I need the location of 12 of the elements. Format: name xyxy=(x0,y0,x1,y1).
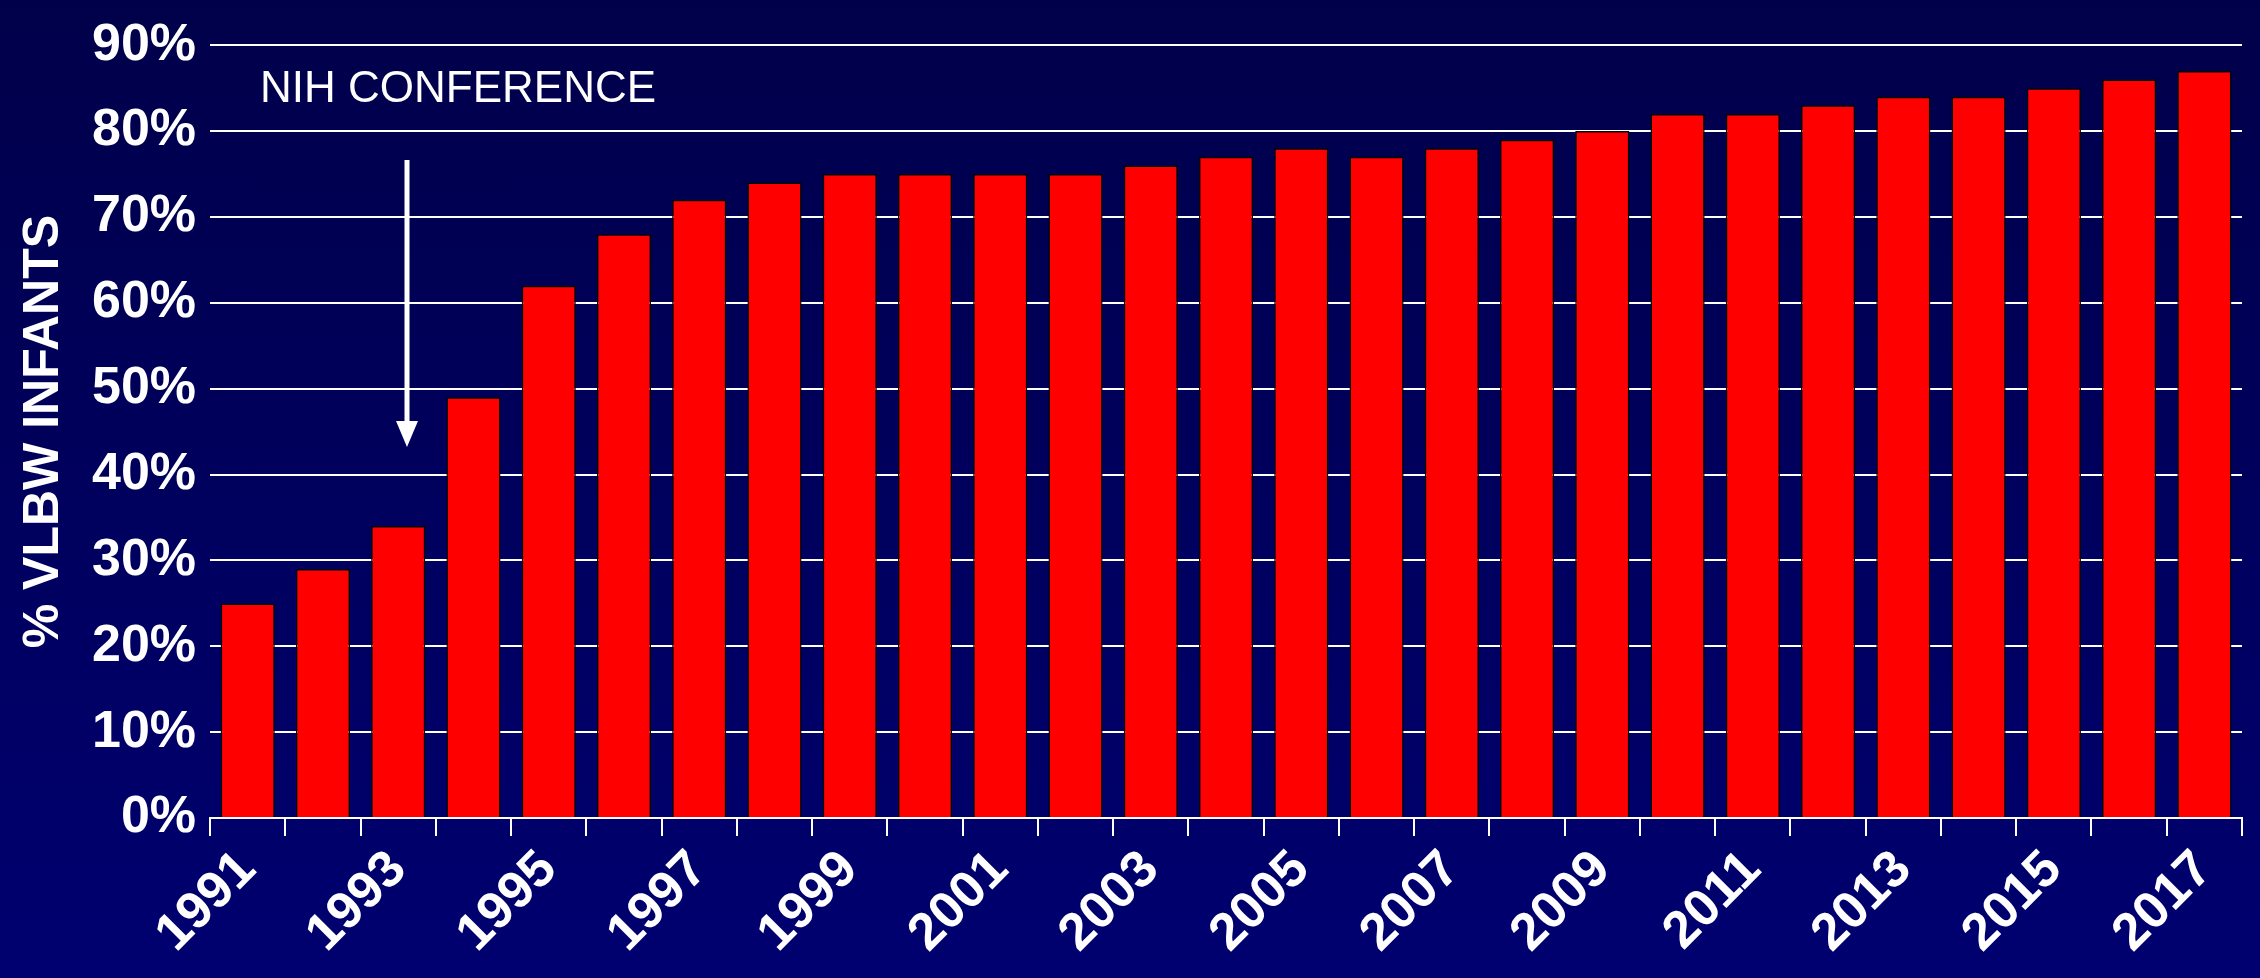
y-tick-label: 10% xyxy=(92,699,197,758)
y-axis-title: % VLBW INFANTS xyxy=(12,214,69,649)
y-tick-label: 40% xyxy=(92,441,197,500)
y-tick-label: 60% xyxy=(92,270,197,329)
y-tick-label: 30% xyxy=(92,527,197,586)
y-tick-label: 80% xyxy=(92,98,197,157)
y-tick-label: 70% xyxy=(92,184,197,243)
annotation: NIH CONFERENCE xyxy=(260,62,657,112)
y-tick-label: 50% xyxy=(92,356,197,415)
y-tick-label: 90% xyxy=(92,12,197,71)
y-tick-label: 20% xyxy=(92,613,197,672)
y-tick-label: 0% xyxy=(120,785,197,844)
